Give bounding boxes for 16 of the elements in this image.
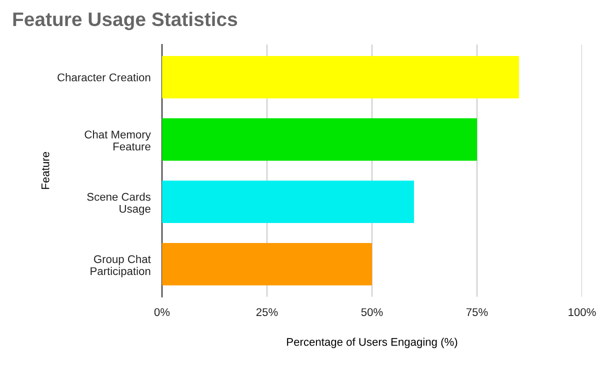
x-tick-label: 75% (466, 308, 488, 316)
y-tick-label: Character Creation (58, 73, 150, 82)
bar (162, 118, 477, 161)
x-tick-label: 0% (154, 308, 170, 316)
y-tick-label: Scene Cards Usage (87, 192, 150, 215)
y-tick-label: Group Chat Participation (90, 254, 151, 278)
y-tick-label: Chat Memory Feature (84, 130, 151, 150)
x-axis-title: Percentage of Users Engaging (%) (287, 338, 458, 348)
bar (162, 56, 519, 98)
x-tick-label: 100% (568, 308, 596, 316)
chart-title: Feature Usage Statistics (13, 12, 238, 30)
bar (162, 180, 414, 224)
x-tick-label: 50% (361, 308, 383, 316)
bar (162, 242, 372, 286)
y-axis-title: Feature (42, 152, 50, 189)
x-tick-label: 25% (256, 308, 278, 316)
